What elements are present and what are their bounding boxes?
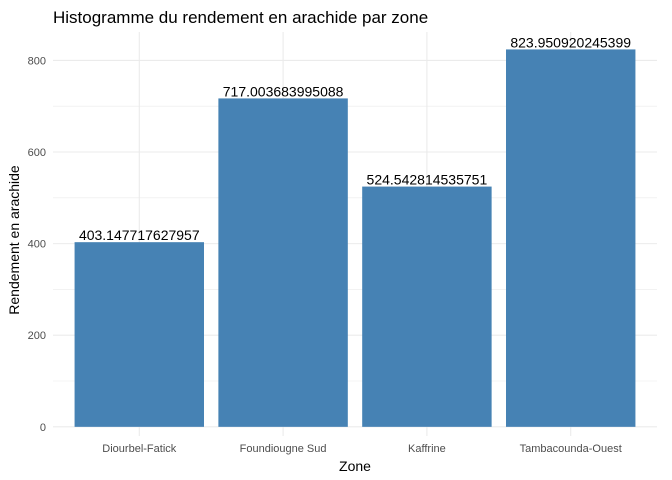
- y-tick-label: 800: [28, 55, 46, 67]
- bars: [74, 49, 636, 427]
- y-axis-ticks: 0 200 400 600 800: [28, 55, 46, 433]
- y-tick-label: 400: [28, 239, 46, 251]
- bar: [506, 49, 636, 427]
- bar-value-label: 403.147717627957: [79, 227, 200, 243]
- x-axis-ticks: Diourbel-Fatick Foundiougne Sud Kaffrine Ta…: [102, 443, 621, 455]
- x-tick-label: Foundiougne Sud: [240, 443, 327, 455]
- y-tick-label: 600: [28, 147, 46, 159]
- bar-value-label: 524.542814535751: [367, 172, 488, 188]
- bar-value-label: 823.950920245399: [510, 34, 631, 50]
- y-tick-label: 0: [40, 422, 46, 434]
- y-tick-label: 200: [28, 330, 46, 342]
- data-labels: 403.147717627957 717.003683995088 524.5428…: [79, 34, 631, 243]
- chart-title: Histogramme du rendement en arachide par…: [53, 8, 428, 27]
- bar: [74, 242, 204, 427]
- y-axis-title: Rendement en arachide: [6, 165, 22, 315]
- x-tick-label: Diourbel-Fatick: [102, 443, 176, 455]
- bar-value-label: 717.003683995088: [223, 83, 344, 99]
- bar: [218, 98, 348, 427]
- x-tick-label: Tambacounda-Ouest: [520, 443, 622, 455]
- x-tick-label: Kaffrine: [408, 443, 446, 455]
- x-axis-title: Zone: [339, 458, 371, 474]
- bar: [362, 186, 492, 427]
